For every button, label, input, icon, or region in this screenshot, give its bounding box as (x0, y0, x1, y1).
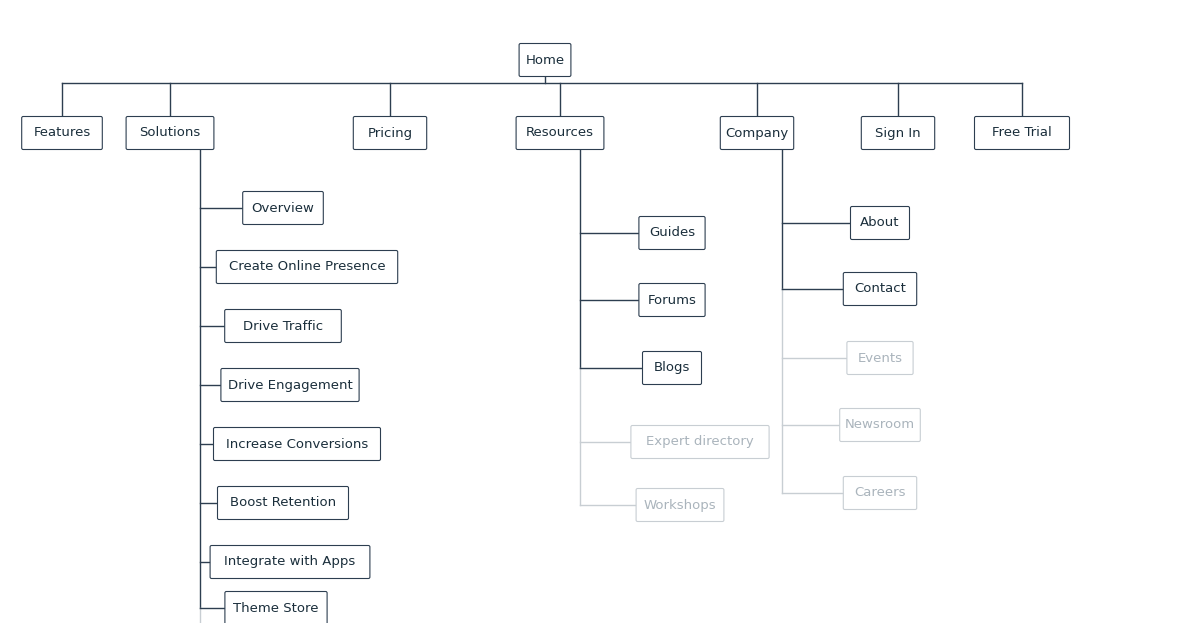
Text: Events: Events (858, 351, 902, 364)
Text: Overview: Overview (252, 201, 314, 214)
FancyBboxPatch shape (242, 191, 323, 224)
Text: Sign In: Sign In (875, 126, 920, 140)
FancyBboxPatch shape (217, 487, 348, 520)
FancyBboxPatch shape (216, 250, 397, 283)
FancyBboxPatch shape (126, 117, 214, 150)
Text: Free Trial: Free Trial (992, 126, 1052, 140)
Text: Solutions: Solutions (139, 126, 200, 140)
Text: Forums: Forums (648, 293, 696, 307)
FancyBboxPatch shape (221, 368, 359, 401)
Text: Guides: Guides (649, 227, 695, 239)
FancyBboxPatch shape (844, 477, 917, 510)
FancyBboxPatch shape (844, 272, 917, 305)
FancyBboxPatch shape (847, 341, 913, 374)
FancyBboxPatch shape (851, 206, 910, 239)
Text: Create Online Presence: Create Online Presence (229, 260, 385, 273)
FancyBboxPatch shape (862, 117, 935, 150)
FancyBboxPatch shape (224, 310, 341, 343)
Text: Increase Conversions: Increase Conversions (226, 437, 368, 450)
Text: Pricing: Pricing (367, 126, 413, 140)
Text: Integrate with Apps: Integrate with Apps (224, 556, 355, 569)
FancyBboxPatch shape (638, 217, 706, 249)
Text: Workshops: Workshops (643, 498, 716, 511)
FancyBboxPatch shape (636, 488, 724, 521)
Text: Theme Store: Theme Store (233, 601, 319, 614)
FancyBboxPatch shape (516, 117, 604, 150)
FancyBboxPatch shape (210, 546, 370, 579)
FancyBboxPatch shape (638, 283, 706, 316)
FancyBboxPatch shape (974, 117, 1069, 150)
Text: About: About (860, 217, 900, 229)
Text: Boost Retention: Boost Retention (230, 497, 336, 510)
Text: Blogs: Blogs (654, 361, 690, 374)
Text: Company: Company (725, 126, 788, 140)
Text: Newsroom: Newsroom (845, 419, 916, 432)
FancyBboxPatch shape (840, 409, 920, 442)
Text: Expert directory: Expert directory (646, 435, 754, 449)
FancyBboxPatch shape (631, 426, 769, 459)
FancyBboxPatch shape (642, 351, 702, 384)
Text: Contact: Contact (854, 282, 906, 295)
Text: Drive Traffic: Drive Traffic (242, 320, 323, 333)
Text: Features: Features (34, 126, 91, 140)
Text: Home: Home (526, 54, 564, 67)
FancyBboxPatch shape (214, 427, 380, 460)
FancyBboxPatch shape (353, 117, 427, 150)
FancyBboxPatch shape (22, 117, 102, 150)
FancyBboxPatch shape (520, 44, 571, 77)
Text: Drive Engagement: Drive Engagement (228, 379, 353, 391)
FancyBboxPatch shape (224, 591, 328, 623)
FancyBboxPatch shape (720, 117, 793, 150)
Text: Resources: Resources (526, 126, 594, 140)
Text: Careers: Careers (854, 487, 906, 500)
